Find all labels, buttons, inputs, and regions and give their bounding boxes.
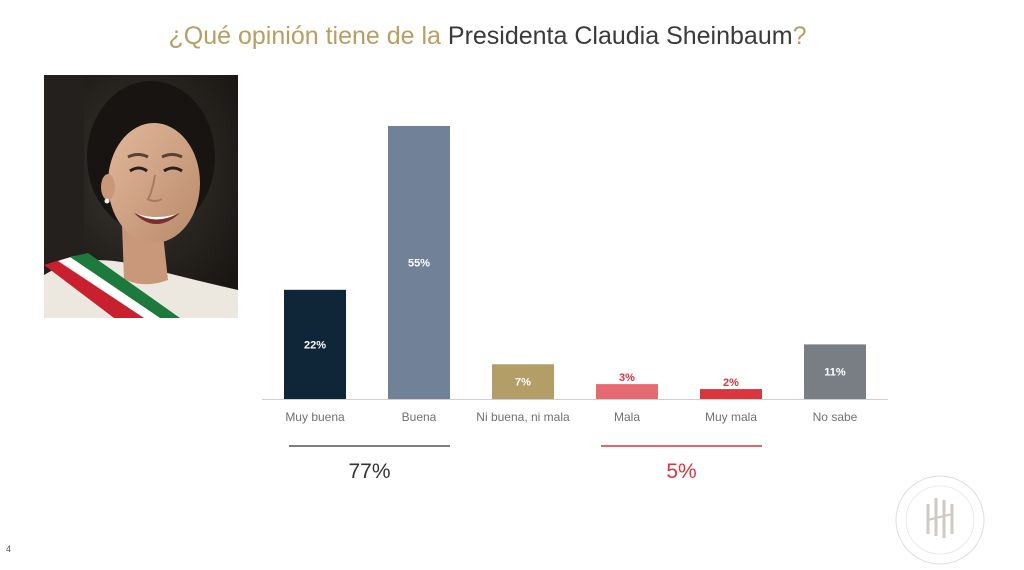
title-prefix: ¿Qué opinión tiene de la — [168, 22, 448, 50]
bar-muy-mala — [700, 389, 762, 399]
president-photo — [44, 75, 238, 318]
data-label-no-sabe: 11% — [824, 367, 846, 379]
page-title: ¿Qué opinión tiene de la Presidenta Clau… — [0, 22, 975, 51]
x-tick-label-muy-buena: Muy buena — [285, 410, 345, 424]
bar-ni-buena-ni-mala — [492, 364, 554, 399]
data-label-muy-buena: 22% — [304, 339, 326, 351]
group-total-0: 77% — [348, 460, 390, 483]
bar-no-sabe — [804, 344, 866, 399]
data-label-muy-mala: 2% — [723, 377, 739, 389]
bar-mala — [596, 384, 658, 399]
x-tick-label-ni-buena-ni-mala: Ni buena, ni mala — [476, 410, 570, 424]
x-tick-label-buena: Buena — [402, 410, 437, 424]
bar-buena — [388, 126, 450, 399]
bar-muy-buena — [284, 289, 346, 399]
slide-number: 4 — [6, 544, 12, 554]
title-emphasis: Presidenta Claudia Sheinbaum — [447, 22, 793, 50]
x-tick-label-muy-mala: Muy mala — [705, 410, 757, 424]
x-tick-label-no-sabe: No sabe — [813, 410, 858, 424]
data-label-ni-buena-ni-mala: 7% — [515, 377, 531, 389]
title-suffix: ? — [792, 22, 807, 50]
x-tick-label-mala: Mala — [614, 410, 640, 424]
gallup-international-seal-logo — [895, 475, 985, 565]
data-label-buena: 55% — [408, 258, 430, 270]
data-label-mala: 3% — [619, 372, 635, 384]
group-total-1: 5% — [666, 460, 696, 483]
